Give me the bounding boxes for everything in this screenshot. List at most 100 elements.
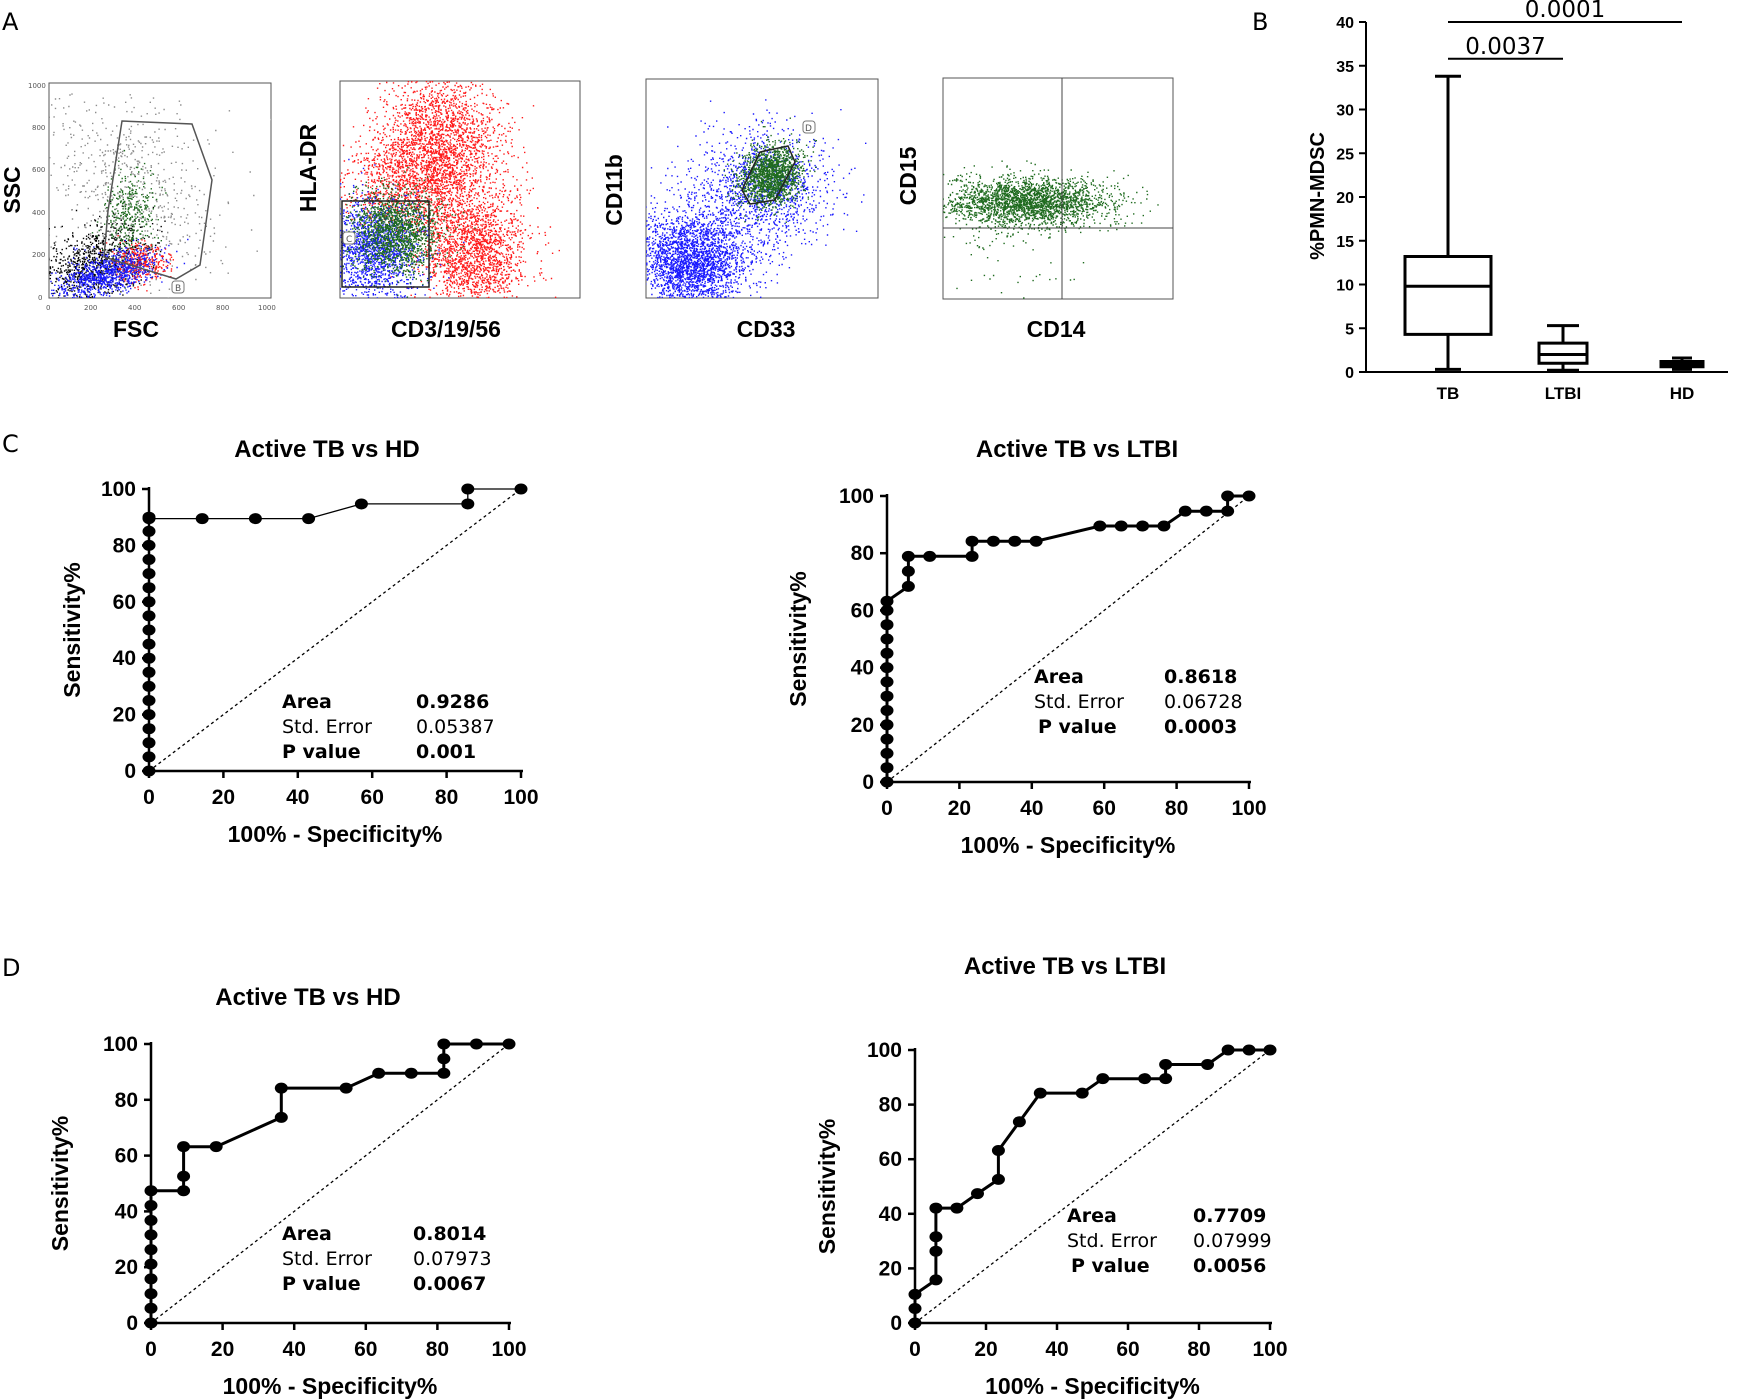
svg-text:400: 400 [128, 304, 141, 312]
y-tick-label: 0 [862, 771, 874, 794]
x-tick-label: 80 [435, 786, 458, 809]
roc-point [929, 1274, 943, 1286]
y-tick-label: 40 [879, 1203, 902, 1226]
flow-gate-polygon [103, 120, 213, 280]
y-tick-label: 100 [103, 1033, 138, 1056]
roc-chart-c-tb-vs-hd: Active TB vs HD 00 20 20 40 40 60 60 80 80 100 100 1… [59, 436, 539, 847]
roc-point [144, 1288, 158, 1300]
stat-se-label: Std. Error [1067, 1230, 1157, 1252]
stat-se-value: 0.06728 [1164, 691, 1243, 713]
roc-point [1136, 520, 1150, 532]
roc-point [1029, 535, 1043, 547]
roc-point [404, 1067, 418, 1079]
roc-point [339, 1082, 353, 1094]
chart-title: Active TB vs LTBI [976, 436, 1178, 463]
flow-axis-ticks: 0 200 400 600 800 1000 0 200 400 600 800 1000 [28, 82, 276, 312]
reference-diagonal [914, 1049, 1271, 1324]
stat-p-value: 0.001 [416, 741, 476, 763]
gate-label: D [805, 124, 812, 134]
stat-area-value: 0.8618 [1164, 666, 1237, 688]
roc-point [1221, 505, 1235, 517]
y-tick-label: 80 [115, 1089, 138, 1112]
roc-point [248, 513, 262, 525]
x-tick-label: 40 [286, 786, 309, 809]
box-plot-pmn-mdsc: %PMN-MDSC 0 5 10 15 20 25 30 35 40 TB LTBI HD 0.0001… [1307, 0, 1728, 403]
flow-y-label: HLA-DR [295, 124, 321, 213]
y-axis-label: Sensitivity% [814, 1119, 840, 1255]
roc-point [142, 624, 156, 636]
flow-dot-cloud [646, 164, 779, 298]
flow-plot-cd33-cd11b: D CD33 CD11b [601, 78, 879, 342]
roc-point [144, 1302, 158, 1314]
roc-point [142, 666, 156, 678]
flow-plot-cd3-hladr: C CD3/19/56 HLA-DR [295, 80, 581, 342]
svg-text:1000: 1000 [258, 304, 276, 312]
flow-x-label: CD3/19/56 [391, 316, 501, 342]
y-tick-label: 15 [1336, 234, 1354, 251]
roc-chart-d-tb-vs-ltbi: Active TB vs LTBI 00 20 20 40 40 60 60 80 80 100 10… [814, 953, 1288, 1399]
svg-text:400: 400 [32, 209, 45, 217]
flow-dot-cloud [650, 99, 867, 282]
x-category-label: LTBI [1545, 384, 1582, 403]
roc-point [901, 580, 915, 592]
flow-y-label: SSC [0, 166, 25, 213]
y-tick-label: 100 [101, 478, 136, 501]
roc-point [880, 633, 894, 645]
roc-point [142, 638, 156, 650]
flow-gate-polygon [741, 145, 796, 205]
roc-point [1033, 1087, 1047, 1099]
roc-point [908, 1303, 922, 1315]
panel-letter-a: A [2, 8, 19, 36]
stat-p-label: P value [282, 1273, 361, 1295]
gate-tag-box [171, 280, 185, 294]
roc-point [142, 554, 156, 565]
roc-point [144, 1273, 158, 1285]
roc-point [274, 1082, 288, 1094]
stat-se-value: 0.07999 [1193, 1230, 1272, 1252]
roc-chart-c-tb-vs-ltbi: Active TB vs LTBI 00 20 20 40 40 60 60 80 80 100 10… [785, 436, 1267, 858]
x-axis-label: 100% - Specificity% [961, 832, 1176, 858]
roc-point [965, 550, 979, 562]
flow-dot-cloud [50, 238, 189, 298]
roc-point [177, 1141, 191, 1153]
x-tick-label: 20 [212, 786, 235, 809]
roc-point [991, 1173, 1005, 1185]
roc-point [1157, 520, 1171, 532]
roc-point [437, 1053, 451, 1065]
y-tick-label: 0 [124, 760, 136, 783]
panel-letter-d: D [2, 954, 20, 982]
flow-dots [49, 93, 271, 298]
x-tick-label: 60 [361, 786, 384, 809]
roc-point [923, 550, 937, 562]
flow-y-label: CD15 [895, 146, 921, 205]
flow-dot-cloud [385, 153, 560, 298]
roc-point [965, 535, 979, 547]
roc-point [144, 1258, 158, 1270]
svg-text:800: 800 [32, 124, 45, 132]
roc-point [437, 1067, 451, 1079]
roc-point [1221, 1044, 1235, 1056]
reference-diagonal [150, 1043, 510, 1324]
roc-point [177, 1185, 191, 1197]
stat-p-label: P value [282, 741, 361, 763]
y-tick-label: 0 [126, 1312, 138, 1335]
svg-text:200: 200 [32, 251, 45, 259]
stat-se-value: 0.07973 [413, 1248, 492, 1270]
chart-title: Active TB vs LTBI [964, 953, 1166, 980]
y-tick-label: 0 [890, 1312, 902, 1335]
roc-point [142, 596, 156, 608]
y-tick-label: 40 [851, 657, 874, 680]
roc-point [142, 513, 156, 525]
roc-point [880, 733, 894, 745]
x-tick-label: 80 [1165, 797, 1188, 820]
roc-point [1008, 535, 1022, 547]
panel-letter-b: B [1252, 8, 1268, 36]
flow-dots [943, 160, 1159, 299]
roc-point [1201, 1058, 1215, 1070]
roc-point [880, 595, 894, 607]
roc-point [144, 1214, 158, 1226]
x-tick-label: 40 [283, 1338, 306, 1361]
roc-point [144, 1200, 158, 1212]
x-tick-label: 80 [426, 1338, 449, 1361]
stat-area-value: 0.7709 [1193, 1205, 1266, 1227]
